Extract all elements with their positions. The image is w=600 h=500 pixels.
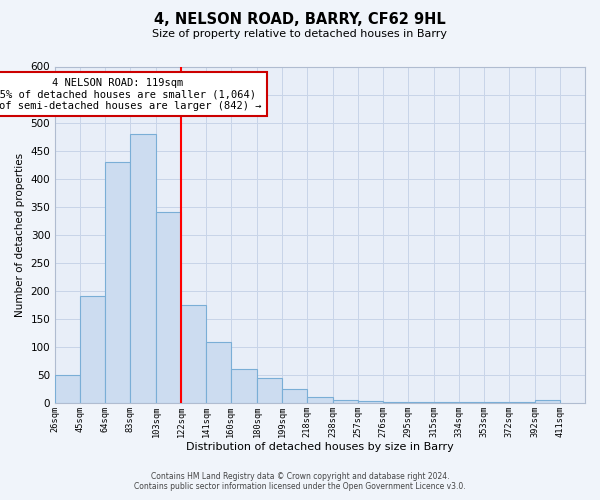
Bar <box>105 162 130 402</box>
Text: Contains public sector information licensed under the Open Government Licence v3: Contains public sector information licen… <box>134 482 466 491</box>
Bar <box>333 400 358 402</box>
Y-axis label: Number of detached properties: Number of detached properties <box>15 152 25 316</box>
Bar <box>231 369 257 402</box>
Bar <box>206 342 231 402</box>
Bar <box>156 212 181 402</box>
Text: 4 NELSON ROAD: 119sqm
← 55% of detached houses are smaller (1,064)
44% of semi-d: 4 NELSON ROAD: 119sqm ← 55% of detached … <box>0 78 262 111</box>
Text: 4, NELSON ROAD, BARRY, CF62 9HL: 4, NELSON ROAD, BARRY, CF62 9HL <box>154 12 446 28</box>
Bar <box>55 374 80 402</box>
Bar <box>282 388 307 402</box>
Bar <box>80 296 105 403</box>
Bar <box>307 397 333 402</box>
Bar <box>535 400 560 402</box>
Bar <box>130 134 156 402</box>
Bar <box>181 304 206 402</box>
X-axis label: Distribution of detached houses by size in Barry: Distribution of detached houses by size … <box>186 442 454 452</box>
Bar <box>257 378 282 402</box>
Text: Size of property relative to detached houses in Barry: Size of property relative to detached ho… <box>152 29 448 39</box>
Bar <box>358 401 383 402</box>
Text: Contains HM Land Registry data © Crown copyright and database right 2024.: Contains HM Land Registry data © Crown c… <box>151 472 449 481</box>
